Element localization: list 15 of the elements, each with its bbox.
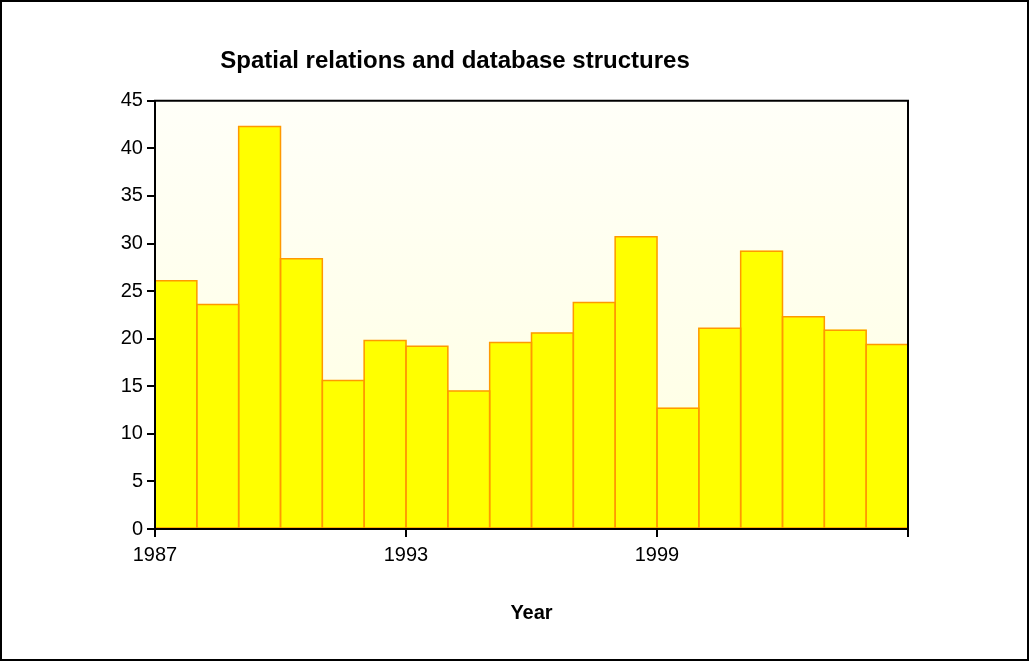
y-tick-label: 35 — [120, 183, 143, 206]
y-tick-label: 10 — [120, 421, 143, 444]
x-tick-label: 1987 — [132, 542, 178, 565]
y-tick-label: 5 — [131, 468, 143, 491]
y-tick-label: 15 — [120, 373, 143, 396]
y-tick-label: 30 — [120, 231, 143, 254]
y-tick-label: 0 — [131, 516, 143, 539]
y-tick-label: 40 — [120, 135, 143, 158]
x-tick-label: 1993 — [383, 542, 429, 565]
x-tick-label: 1999 — [634, 542, 680, 565]
y-tick-label: 45 — [120, 88, 143, 111]
chart-title: Spatial relations and database structures — [220, 46, 690, 74]
y-tick-label: 20 — [120, 326, 143, 349]
x-axis-title: Year — [510, 600, 553, 623]
y-tick-label: 25 — [120, 278, 143, 301]
